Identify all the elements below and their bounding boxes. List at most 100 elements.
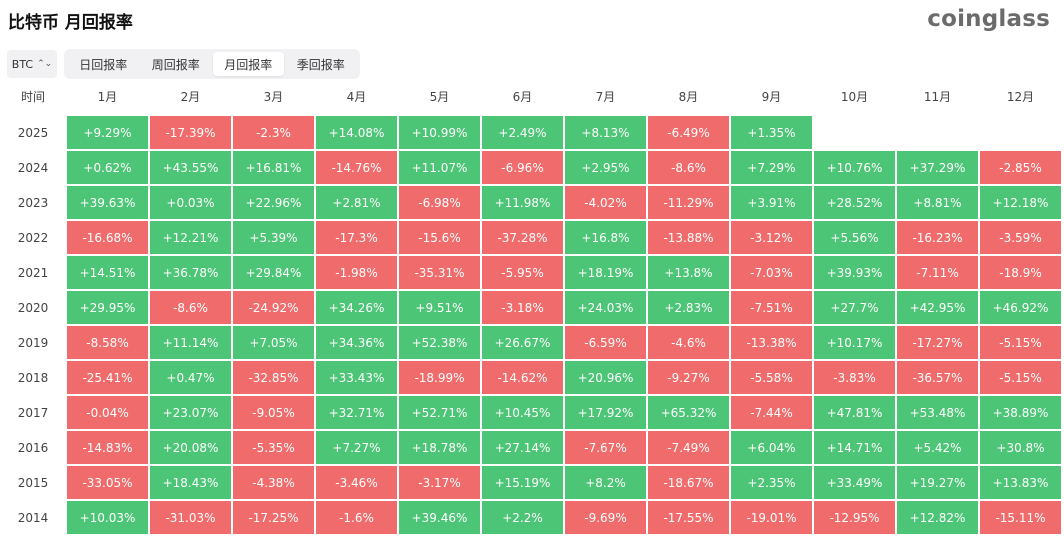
return-cell[interactable]: -17.39% xyxy=(150,116,231,149)
return-cell[interactable]: +20.08% xyxy=(150,431,231,464)
return-cell[interactable]: +19.27% xyxy=(897,466,978,499)
return-cell[interactable]: -7.44% xyxy=(731,396,812,429)
return-cell[interactable]: +28.52% xyxy=(814,186,895,219)
return-cell[interactable]: -2.3% xyxy=(233,116,314,149)
return-cell[interactable]: -6.59% xyxy=(565,326,646,359)
return-cell[interactable]: -1.6% xyxy=(316,501,397,534)
return-cell[interactable]: -8.6% xyxy=(150,291,231,324)
return-cell[interactable]: -37.28% xyxy=(482,221,563,254)
return-cell[interactable]: +6.04% xyxy=(731,431,812,464)
return-cell[interactable]: +38.89% xyxy=(980,396,1061,429)
return-cell[interactable]: -15.11% xyxy=(980,501,1061,534)
return-cell[interactable]: +20.96% xyxy=(565,361,646,394)
return-cell[interactable]: +47.81% xyxy=(814,396,895,429)
return-cell[interactable]: -7.51% xyxy=(731,291,812,324)
return-cell[interactable]: -25.41% xyxy=(67,361,148,394)
column-header-month[interactable]: 7月 xyxy=(595,90,616,104)
return-cell[interactable]: -35.31% xyxy=(399,256,480,289)
column-header-month[interactable]: 9月 xyxy=(761,90,782,104)
column-header-month[interactable]: 1月 xyxy=(97,90,118,104)
return-cell[interactable]: -6.98% xyxy=(399,186,480,219)
return-cell[interactable]: +18.19% xyxy=(565,256,646,289)
return-cell[interactable]: -7.67% xyxy=(565,431,646,464)
return-cell[interactable]: -4.6% xyxy=(648,326,729,359)
return-cell[interactable]: -15.6% xyxy=(399,221,480,254)
return-cell[interactable]: -3.18% xyxy=(482,291,563,324)
return-cell[interactable]: +16.81% xyxy=(233,151,314,184)
return-cell[interactable]: +10.17% xyxy=(814,326,895,359)
return-cell[interactable]: +12.82% xyxy=(897,501,978,534)
return-cell[interactable]: +2.2% xyxy=(482,501,563,534)
return-cell[interactable]: -9.69% xyxy=(565,501,646,534)
return-cell[interactable]: +43.55% xyxy=(150,151,231,184)
return-cell[interactable]: +13.8% xyxy=(648,256,729,289)
return-cell[interactable]: +7.29% xyxy=(731,151,812,184)
tab-monthly-return[interactable]: 月回报率 xyxy=(213,52,284,76)
return-cell[interactable]: -19.01% xyxy=(731,501,812,534)
return-cell[interactable]: -7.11% xyxy=(897,256,978,289)
return-cell[interactable]: +9.29% xyxy=(67,116,148,149)
return-cell[interactable]: -3.12% xyxy=(731,221,812,254)
return-cell[interactable]: +27.14% xyxy=(482,431,563,464)
return-cell[interactable]: +2.35% xyxy=(731,466,812,499)
return-cell[interactable]: +0.62% xyxy=(67,151,148,184)
return-cell[interactable]: +30.8% xyxy=(980,431,1061,464)
return-cell[interactable]: +29.95% xyxy=(67,291,148,324)
return-cell[interactable]: +9.51% xyxy=(399,291,480,324)
return-cell[interactable]: +26.67% xyxy=(482,326,563,359)
return-cell[interactable]: +42.95% xyxy=(897,291,978,324)
return-cell[interactable]: -4.02% xyxy=(565,186,646,219)
return-cell[interactable]: -13.38% xyxy=(731,326,812,359)
return-cell[interactable]: +13.83% xyxy=(980,466,1061,499)
return-cell[interactable]: -17.3% xyxy=(316,221,397,254)
return-cell[interactable]: +2.83% xyxy=(648,291,729,324)
return-cell[interactable]: +2.81% xyxy=(316,186,397,219)
return-cell[interactable]: -5.58% xyxy=(731,361,812,394)
return-cell[interactable]: +11.98% xyxy=(482,186,563,219)
return-cell[interactable]: +5.56% xyxy=(814,221,895,254)
return-cell[interactable]: +10.76% xyxy=(814,151,895,184)
column-header-month[interactable]: 12月 xyxy=(1006,90,1035,104)
return-cell[interactable]: +12.21% xyxy=(150,221,231,254)
return-cell[interactable]: +53.48% xyxy=(897,396,978,429)
return-cell[interactable]: -3.17% xyxy=(399,466,480,499)
return-cell[interactable]: -5.95% xyxy=(482,256,563,289)
coin-select[interactable]: BTC ⌃⌄ xyxy=(7,50,57,78)
return-cell[interactable]: -24.92% xyxy=(233,291,314,324)
return-cell[interactable]: -2.85% xyxy=(980,151,1061,184)
return-cell[interactable]: -6.96% xyxy=(482,151,563,184)
return-cell[interactable]: +2.49% xyxy=(482,116,563,149)
return-cell[interactable]: +23.07% xyxy=(150,396,231,429)
return-cell[interactable]: -8.6% xyxy=(648,151,729,184)
return-cell[interactable]: -7.49% xyxy=(648,431,729,464)
column-header-month[interactable]: 8月 xyxy=(678,90,699,104)
return-cell[interactable]: +65.32% xyxy=(648,396,729,429)
return-cell[interactable]: +39.63% xyxy=(67,186,148,219)
return-cell[interactable]: +39.93% xyxy=(814,256,895,289)
return-cell[interactable]: -32.85% xyxy=(233,361,314,394)
return-cell[interactable]: -12.95% xyxy=(814,501,895,534)
return-cell[interactable]: +52.38% xyxy=(399,326,480,359)
return-cell[interactable]: -14.76% xyxy=(316,151,397,184)
return-cell[interactable]: -17.27% xyxy=(897,326,978,359)
return-cell[interactable]: -3.46% xyxy=(316,466,397,499)
return-cell[interactable]: -36.57% xyxy=(897,361,978,394)
return-cell[interactable]: -5.15% xyxy=(980,326,1061,359)
return-cell[interactable]: -33.05% xyxy=(67,466,148,499)
return-cell[interactable]: +22.96% xyxy=(233,186,314,219)
return-cell[interactable]: +3.91% xyxy=(731,186,812,219)
return-cell[interactable]: +5.39% xyxy=(233,221,314,254)
return-cell[interactable]: +34.36% xyxy=(316,326,397,359)
return-cell[interactable]: -0.04% xyxy=(67,396,148,429)
return-cell[interactable]: -7.03% xyxy=(731,256,812,289)
return-cell[interactable]: -9.27% xyxy=(648,361,729,394)
return-cell[interactable]: +5.42% xyxy=(897,431,978,464)
return-cell[interactable]: +11.07% xyxy=(399,151,480,184)
tab-daily-return[interactable]: 日回报率 xyxy=(79,57,128,72)
return-cell[interactable]: +14.51% xyxy=(67,256,148,289)
return-cell[interactable]: +18.43% xyxy=(150,466,231,499)
return-cell[interactable]: +15.19% xyxy=(482,466,563,499)
return-cell[interactable]: -18.9% xyxy=(980,256,1061,289)
return-cell[interactable]: -11.29% xyxy=(648,186,729,219)
return-cell[interactable]: +7.05% xyxy=(233,326,314,359)
